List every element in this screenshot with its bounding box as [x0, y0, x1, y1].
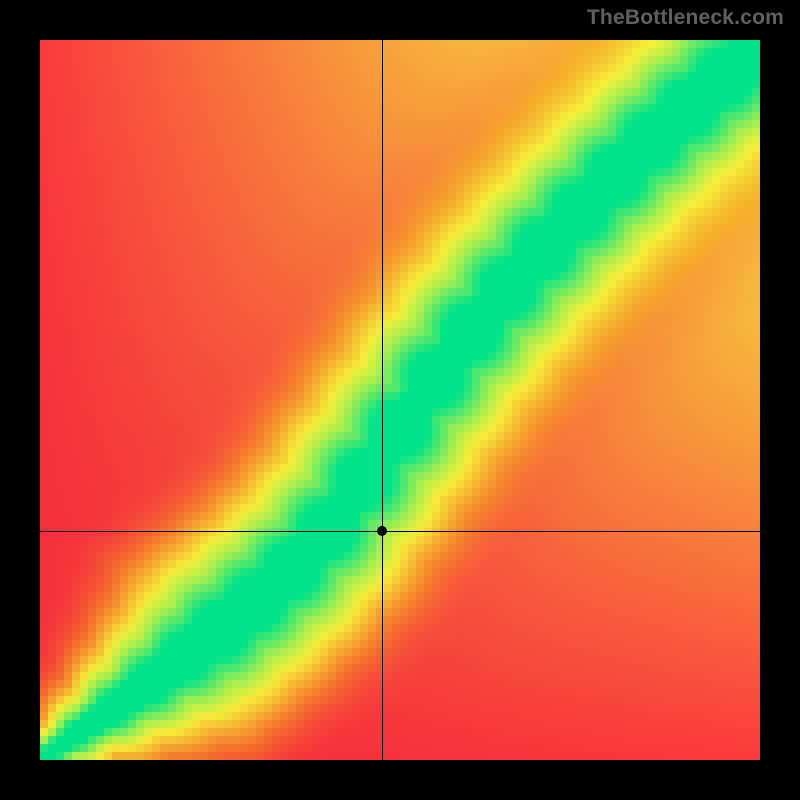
chart-stage: TheBottleneck.com — [0, 0, 800, 800]
bottleneck-heatmap — [0, 0, 800, 800]
watermark-text: TheBottleneck.com — [587, 6, 784, 30]
